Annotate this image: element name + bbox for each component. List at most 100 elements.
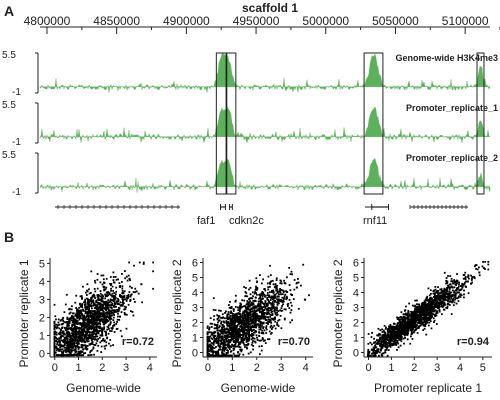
scatter-point [67,342,69,345]
scatter-point [410,335,412,338]
scatter-point [224,344,227,347]
scatter-point [152,270,154,273]
scatter-point [64,337,67,340]
scatter-point [60,354,63,357]
scatter-point [434,296,437,299]
scatter-point [399,336,402,338]
scatter-point [398,337,401,339]
scatter-point [260,339,263,342]
scatter-point [93,320,96,323]
scatter-point [263,305,266,308]
scatter-point [254,311,257,314]
scatter-point [92,317,95,320]
scatter-point [254,291,256,293]
scatter-point [57,318,60,321]
scatter-point [213,341,216,344]
scatter-point [86,321,89,323]
scatter-point [100,298,103,301]
scatter-point [112,276,115,278]
scatter-point [389,325,392,328]
scatter-point [260,317,263,320]
scatter-point [113,295,116,298]
scatter-point [452,304,455,307]
scatter-point [232,320,234,323]
scatter-point [138,261,141,264]
scatter-point [239,349,242,352]
scatter-point [409,329,412,331]
scatter-point [428,312,431,315]
scatter-point [423,302,425,304]
scatter-point [233,323,236,325]
scatter-point [243,319,246,322]
scatter-point [65,329,67,332]
scatter-point [413,324,416,327]
scatter-point [434,298,437,300]
scatter-point [237,344,240,347]
scatter-point [372,346,375,349]
scatter-point [255,330,257,333]
scatter-point [240,322,242,324]
scatter-point [106,304,109,307]
scatter-point [464,275,467,278]
scatter-point [85,331,88,333]
scatter-point [97,319,100,322]
scatter-point [433,321,435,323]
scatter-point [217,354,220,357]
scatter-point [224,346,227,349]
scatter-point [113,281,116,284]
scatter-point [102,339,104,341]
scatter-point [250,315,253,318]
scatter-point [249,327,252,330]
scatter-point [76,339,79,342]
scatter-point [429,289,432,292]
scatter-point [248,318,250,321]
scatter-point [268,301,270,304]
scatter-point [97,323,99,326]
top-axis-tick-label: 4850000 [93,14,140,28]
scatter-point [467,292,470,295]
scatter-point [258,297,260,300]
scatter-point [76,314,78,317]
scatter-point [86,312,89,315]
scatter-point [274,294,276,296]
scatter-point [109,318,111,321]
scatter-point [126,297,129,300]
scatter-point [379,329,382,331]
scatter-point [86,294,88,296]
scatter-point [425,297,428,300]
scatter-point [87,354,90,357]
scatter-point [275,309,277,311]
scatter-point [386,346,389,348]
scatter-point [79,323,82,326]
scatter-point [98,327,101,329]
scatter-point [462,277,465,280]
scatter-point [104,300,107,303]
scatter-point [91,296,94,299]
scatter-point [99,326,102,328]
scatter-point [436,312,439,314]
scatter-point [66,338,69,340]
scatter-point [114,297,117,300]
scatter-point [109,344,112,347]
scatter-point [265,322,268,324]
scatter-point [116,321,118,323]
scatter-point [415,317,418,320]
scatter-point [81,346,84,349]
scatter-point [92,313,95,316]
track-label: Promoter_replicate_1 [406,103,498,113]
scatter-point [261,324,263,327]
scatter-point [446,281,449,284]
scatter-point [372,354,374,357]
scatter-point [416,332,419,334]
scatter-point [68,340,71,343]
scatter-point [409,320,412,322]
scatter-point [450,296,453,299]
scatter-point [254,317,257,319]
scatter-point [265,316,267,318]
scatter-point [116,303,119,305]
scatter-point [409,326,412,329]
scatter-point [217,340,220,343]
scatter-point [249,326,252,328]
scatter-point [211,332,214,334]
